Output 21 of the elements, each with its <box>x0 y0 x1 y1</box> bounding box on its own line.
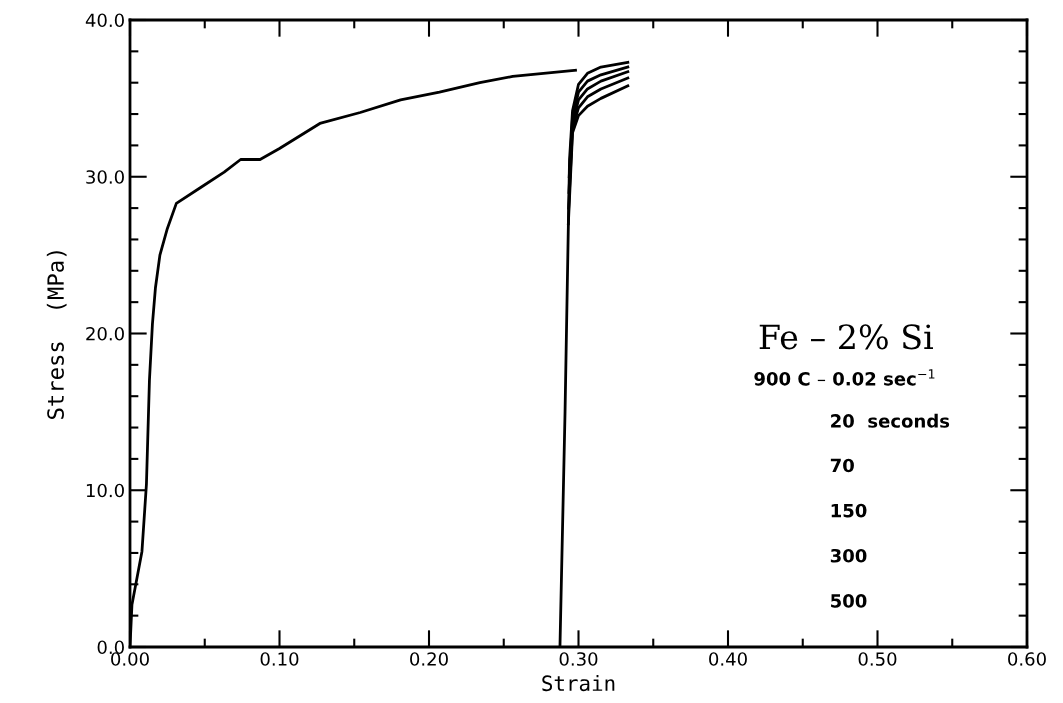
x-tick-label: 0.40 <box>709 652 747 666</box>
annotation: 300 <box>830 548 867 563</box>
y-axis-title: Stress (MPa) <box>46 251 67 419</box>
annotation: 150 <box>831 503 867 518</box>
annotation: Fe – 2% Si <box>759 324 933 350</box>
y-tick-label: 20.0 <box>86 326 124 341</box>
annotation: 900 C – 0.02 sec$^{−1}$ <box>754 369 935 386</box>
annotation: 500 <box>831 594 867 608</box>
y-tick-label: 0.0 <box>97 640 124 655</box>
x-tick-label: 0.10 <box>260 652 299 666</box>
x-axis-title: Strain <box>542 675 615 692</box>
y-tick-label: 40.0 <box>85 13 124 28</box>
x-tick-label: 0.60 <box>1008 652 1046 666</box>
y-tick-label: 30.0 <box>86 170 124 184</box>
y-tick-label: 10.0 <box>86 483 124 498</box>
annotation: 20 seconds <box>831 413 950 428</box>
x-tick-label: 0.50 <box>858 652 897 666</box>
annotation: 70 <box>830 458 854 473</box>
x-tick-label: 0.30 <box>559 652 598 666</box>
x-tick-label: 0.00 <box>111 652 149 666</box>
x-tick-label: 0.20 <box>410 652 448 666</box>
